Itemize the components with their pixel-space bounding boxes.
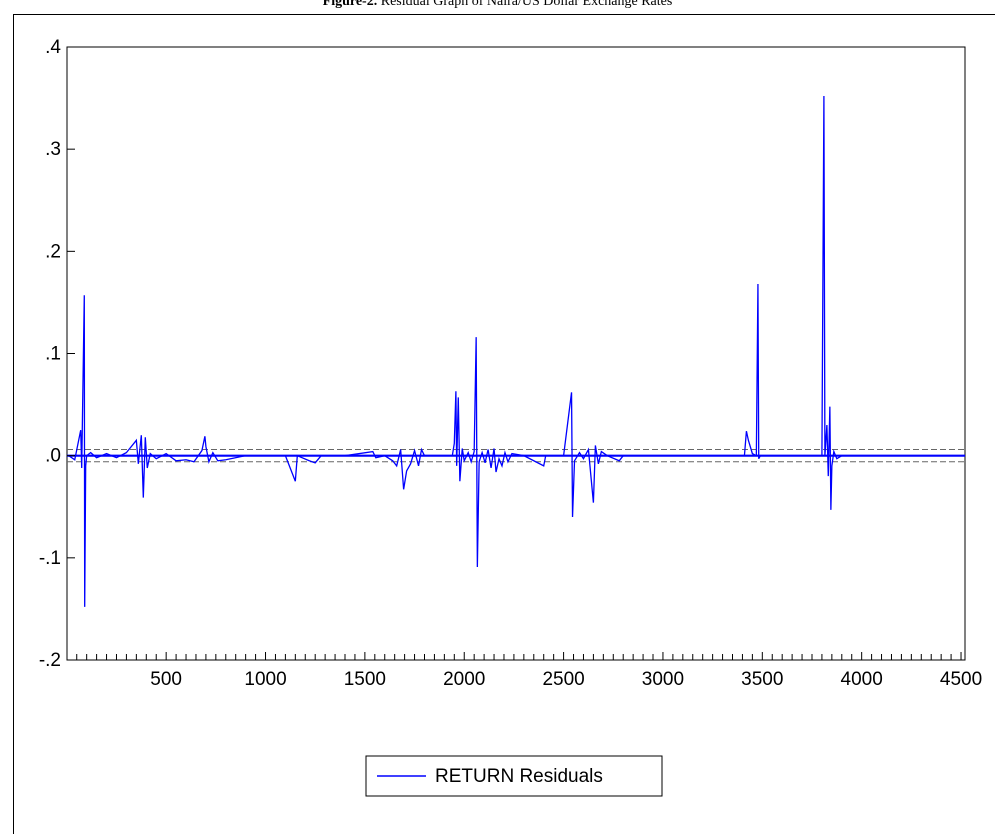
x-tick-label: 2000: [443, 669, 485, 690]
y-tick-label: .0: [45, 446, 61, 467]
x-tick-label: 4500: [940, 669, 982, 690]
y-tick-label: .2: [45, 241, 61, 262]
plot-area: [66, 46, 966, 661]
figure-label: Figure-2.: [322, 0, 378, 9]
y-tick-label: -.2: [39, 650, 61, 671]
x-axis: 500 1000 1500 2000 2500 3000 3500 4000 4500: [76, 652, 982, 690]
x-tick-label: 3500: [741, 669, 783, 690]
y-tick-label: -.1: [39, 548, 61, 569]
x-tick-label: 1500: [344, 669, 386, 690]
x-tick-label: 1000: [244, 669, 286, 690]
x-tick-label: 3000: [642, 669, 684, 690]
x-tick-label: 4000: [841, 669, 883, 690]
figure-caption-text: Residual Graph of Naira/US Dollar Exchan…: [380, 0, 673, 9]
x-tick-label: 2500: [542, 669, 584, 690]
x-tick-label: 500: [150, 669, 182, 690]
y-tick-label: .1: [45, 344, 61, 365]
legend-label-return-residuals: RETURN Residuals: [435, 766, 603, 787]
y-tick-label: .4: [45, 37, 61, 58]
y-tick-label: .3: [45, 139, 61, 160]
legend: RETURN Residuals: [365, 755, 663, 797]
series-layer: [67, 96, 965, 607]
residual-chart: -.2 -.1 .0 .1 .2 .3 .4 500 1000 1500 2000 2500 3000…: [39, 37, 982, 797]
figure-frame: [13, 14, 995, 834]
figure-caption: Figure-2. Residual Graph of Naira/US Dol…: [0, 0, 995, 10]
y-axis: -.2 -.1 .0 .1 .2 .3 .4: [39, 37, 75, 671]
